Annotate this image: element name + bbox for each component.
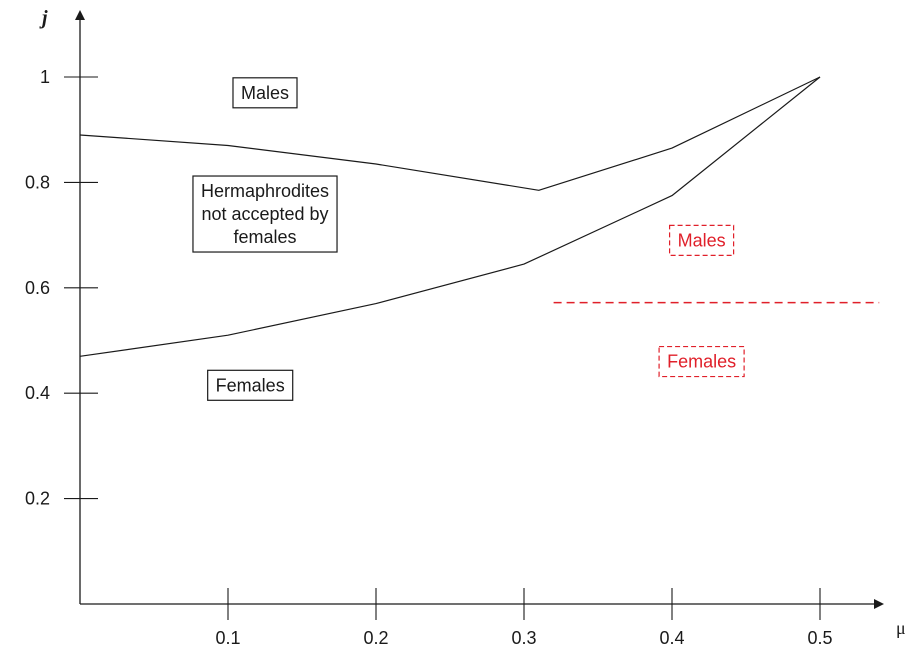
- region-label-4: Females: [658, 345, 745, 378]
- y-tick-label: 0.4: [25, 383, 50, 403]
- axes: 0.1 0.2 0.3 0.4 0.5 0.2 0.4 0.6 0.8 1: [25, 10, 884, 648]
- series-layer: [79, 76, 880, 357]
- label-layer: j μ: [39, 7, 906, 638]
- y-tick-label: 0.8: [25, 172, 50, 192]
- x-tick-label: 0.5: [807, 628, 832, 648]
- region-label-box: [668, 224, 735, 256]
- x-tick-label: 0.3: [511, 628, 536, 648]
- y-tick-label: 0.6: [25, 278, 50, 298]
- region-label-text: Hermaphrodites: [201, 181, 329, 201]
- x-tick-label: 0.2: [363, 628, 388, 648]
- series-line-0: [79, 76, 821, 191]
- series-line-1: [79, 76, 821, 357]
- region-label-box: [232, 77, 298, 109]
- y-tick-label: 0.2: [25, 489, 50, 509]
- region-label-text: Males: [678, 230, 726, 250]
- region-label-3: Males: [668, 224, 735, 256]
- region-label-text: Females: [216, 375, 285, 395]
- region-label-text: not accepted by: [201, 204, 328, 224]
- region-label-box: [192, 175, 338, 253]
- x-axis-title: μ: [896, 618, 906, 638]
- y-tick-label: 1: [40, 67, 50, 87]
- y-axis-title: j: [39, 7, 48, 29]
- region-label-text: females: [233, 227, 296, 247]
- annotation-layer: Males Hermaphrodites not accepted by female…: [192, 77, 745, 401]
- region-label-0: Males: [232, 77, 298, 109]
- region-label-text: Males: [241, 83, 289, 103]
- region-label-box: [207, 369, 294, 401]
- region-label-text: Females: [667, 352, 736, 372]
- region-label-box: [658, 345, 745, 378]
- region-label-1: Hermaphrodites not accepted by females: [192, 175, 338, 253]
- x-tick-label: 0.4: [659, 628, 684, 648]
- region-label-2: Females: [207, 369, 294, 401]
- x-tick-label: 0.1: [215, 628, 240, 648]
